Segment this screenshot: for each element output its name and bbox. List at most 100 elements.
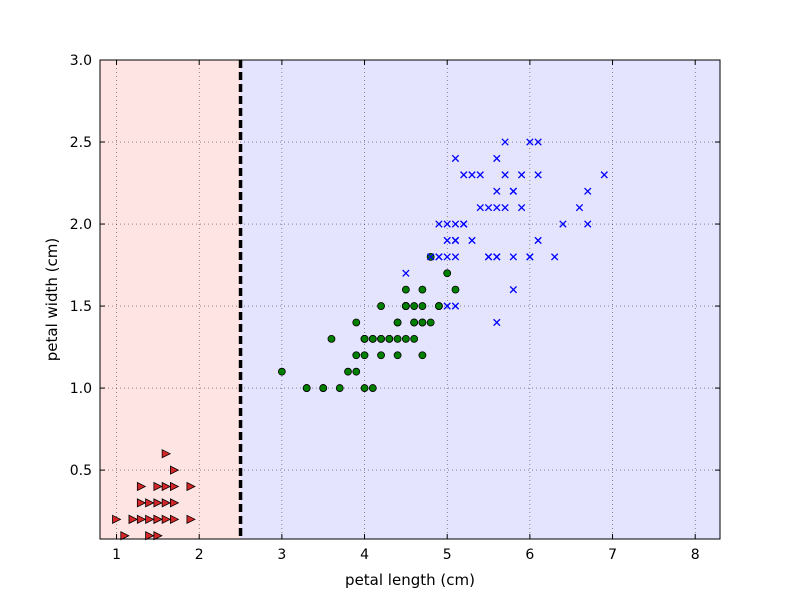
- data-point-x: [493, 154, 501, 163]
- x-tick-label: 8: [691, 547, 700, 563]
- data-point-x: [427, 253, 435, 261]
- data-point-x: [451, 253, 460, 261]
- data-point-x: [451, 220, 460, 228]
- data-point-x: [501, 171, 509, 179]
- x-tick-label: 2: [195, 547, 204, 563]
- y-tick-label: 0.5: [70, 463, 92, 479]
- data-point-x: [493, 318, 501, 327]
- data-points: [112, 138, 608, 541]
- data-point-circle: [302, 384, 311, 392]
- data-point-triangle: [153, 514, 163, 524]
- data-point-x: [476, 203, 484, 212]
- data-point-circle: [277, 367, 286, 376]
- data-point-x: [460, 171, 468, 179]
- data-point-x: [559, 220, 567, 228]
- data-point-circle: [360, 384, 369, 392]
- data-point-x: [534, 236, 542, 245]
- data-point-x: [451, 236, 460, 245]
- data-point-x: [534, 171, 542, 179]
- y-tick-label: 2.5: [70, 135, 92, 151]
- data-point-circle: [368, 334, 377, 343]
- data-point-circle: [426, 318, 435, 327]
- data-point-x: [484, 253, 493, 261]
- data-point-x: [402, 269, 410, 277]
- data-point-circle: [418, 302, 427, 310]
- data-point-circle: [418, 285, 427, 294]
- data-point-circle: [352, 351, 361, 360]
- data-point-x: [509, 285, 517, 294]
- data-point-circle: [385, 334, 394, 343]
- data-point-circle: [344, 367, 352, 376]
- data-point-x: [493, 187, 501, 195]
- y-tick-label: 3.0: [70, 53, 92, 69]
- data-point-triangle: [120, 531, 130, 541]
- data-point-x: [451, 302, 460, 310]
- y-axis-label: petal width (cm): [43, 238, 61, 361]
- data-point-triangle: [112, 514, 122, 524]
- data-point-x: [493, 253, 501, 261]
- data-point-x: [501, 203, 509, 212]
- data-point-x: [600, 171, 608, 179]
- data-point-x: [584, 187, 592, 195]
- data-point-x: [460, 220, 468, 228]
- y-tick-label: 2.0: [70, 217, 92, 233]
- data-point-x: [534, 138, 542, 146]
- x-tick-label: 5: [443, 547, 452, 563]
- axis-ticks: 1 2 3 4 5 6 7 8 0.5 1.0 1.5 2.0 2.5 3.0: [70, 53, 720, 563]
- data-point-circle: [360, 334, 369, 343]
- data-point-circle: [435, 302, 443, 310]
- region-1: [240, 60, 721, 539]
- data-point-triangle: [128, 514, 138, 524]
- data-point-x: [517, 171, 526, 179]
- data-point-x: [435, 220, 443, 228]
- data-point-circle: [410, 318, 419, 327]
- data-point-x: [484, 203, 493, 212]
- x-tick-label: 1: [112, 547, 121, 563]
- y-tick-label: 1.0: [70, 381, 92, 397]
- data-point-circle: [352, 318, 361, 327]
- data-point-triangle: [186, 514, 196, 524]
- data-point-circle: [377, 351, 385, 360]
- data-point-circle: [319, 384, 328, 392]
- data-point-circle: [352, 367, 361, 376]
- data-point-x: [476, 171, 484, 179]
- data-point-triangle: [136, 481, 147, 492]
- data-point-circle: [401, 302, 410, 310]
- data-point-triangle: [145, 531, 155, 541]
- data-point-x: [501, 138, 509, 146]
- data-point-triangle: [169, 465, 180, 475]
- data-point-circle: [451, 285, 460, 294]
- data-point-circle: [393, 334, 402, 343]
- data-point-circle: [401, 334, 410, 343]
- data-point-circle: [377, 334, 385, 343]
- region-0: [100, 60, 241, 539]
- data-point-x: [451, 154, 460, 163]
- data-point-x: [443, 220, 451, 228]
- x-tick-label: 4: [360, 547, 369, 563]
- data-point-triangle: [153, 498, 163, 508]
- data-point-circle: [393, 318, 402, 327]
- x-tick-label: 7: [608, 547, 617, 563]
- data-point-triangle: [169, 514, 180, 524]
- data-point-x: [509, 253, 517, 261]
- data-point-x: [526, 138, 534, 146]
- data-point-circle: [401, 285, 410, 294]
- data-point-x: [509, 187, 517, 195]
- data-point-triangle: [136, 498, 147, 508]
- data-point-x: [493, 203, 501, 212]
- data-point-x: [575, 203, 584, 212]
- data-point-circle: [360, 351, 369, 360]
- data-point-circle: [327, 334, 336, 343]
- data-point-circle: [368, 384, 377, 392]
- data-point-x: [443, 253, 451, 261]
- x-axis-label: petal length (cm): [345, 571, 475, 589]
- y-tick-label: 1.5: [70, 299, 92, 315]
- data-point-triangle: [161, 449, 172, 459]
- data-point-triangle: [186, 481, 196, 492]
- data-point-x: [551, 253, 559, 261]
- data-point-x: [584, 220, 592, 228]
- data-point-x: [526, 253, 534, 261]
- x-tick-label: 6: [525, 547, 534, 563]
